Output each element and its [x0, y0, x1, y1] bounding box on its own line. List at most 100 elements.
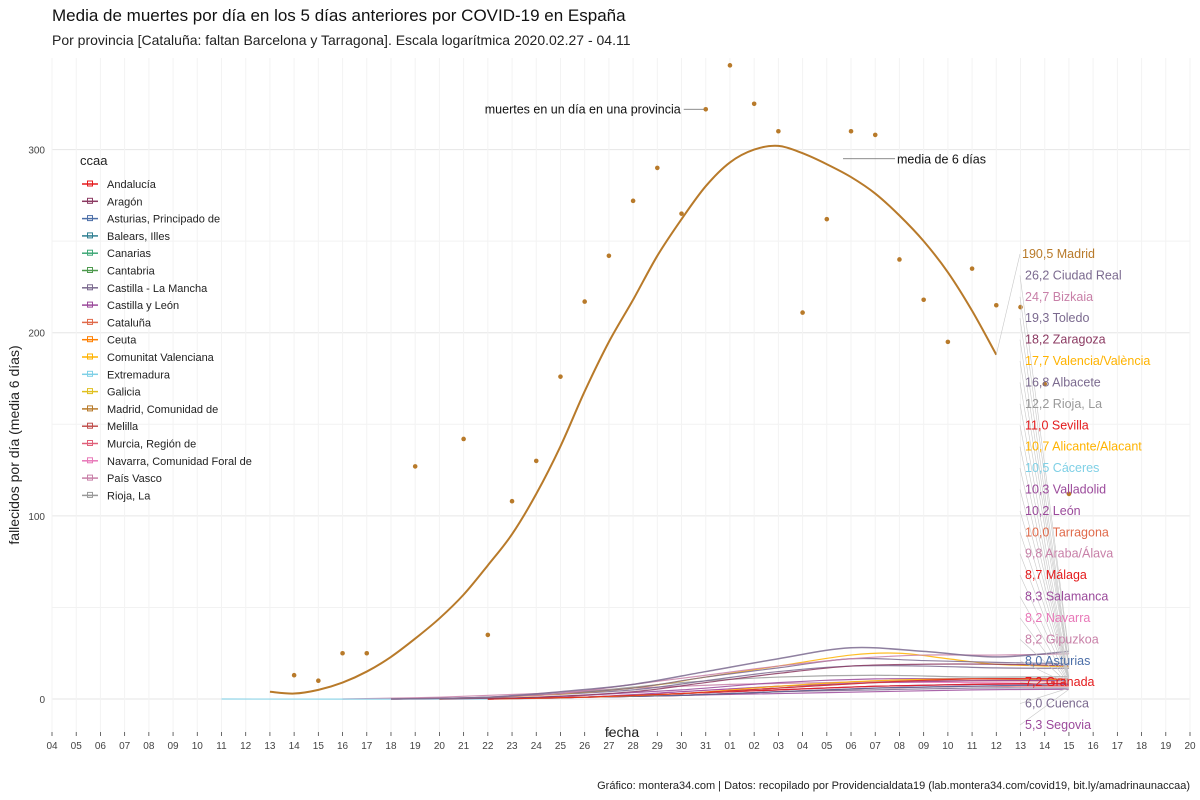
madrid-point [679, 211, 684, 216]
legend-title: ccaa [80, 153, 108, 168]
x-tick-label: 09 [168, 741, 180, 752]
end-label: 8,3 Salamanca [1025, 590, 1108, 604]
end-label-leader [1019, 532, 1070, 681]
end-label-leader [1019, 689, 1070, 726]
legend-item: Aragón [107, 196, 142, 208]
end-labels: 190,5 Madrid 26,2 Ciudad Real 24,7 Bizkaia… [1022, 247, 1150, 732]
legend-key-marker [87, 215, 93, 222]
madrid-point [921, 297, 926, 303]
x-tick-label: 05 [821, 741, 833, 752]
gridlines [51, 58, 1191, 732]
end-label-leader [1019, 382, 1070, 669]
legend-item: Murcia, Región de [107, 439, 196, 451]
x-tick-label: 13 [264, 741, 276, 752]
x-tick-label: 07 [870, 741, 882, 752]
legend-item: Canarias [107, 248, 152, 260]
x-tick-label: 04 [46, 741, 58, 752]
x-tick-label: 20 [434, 741, 446, 752]
legend-item: Cantabria [107, 266, 156, 278]
end-label-leader [1019, 468, 1070, 680]
end-label-leader [1019, 425, 1070, 679]
madrid-point [509, 498, 515, 504]
x-tick-label: 19 [410, 741, 422, 752]
legend-item: Extremadura [107, 369, 171, 381]
end-label: 26,2 Ciudad Real [1025, 268, 1122, 282]
madrid-point [291, 672, 297, 678]
madrid-point [1042, 381, 1048, 387]
madrid-point [412, 464, 418, 469]
end-label-leader [1019, 318, 1070, 664]
end-label-leader [1019, 489, 1070, 681]
end-label: 6,0 Cuenca [1025, 697, 1089, 711]
y-tick-label: 100 [28, 512, 45, 523]
series-line-sevilla [487, 678, 1069, 700]
x-tick-label: 15 [313, 741, 325, 752]
madrid-point [703, 106, 709, 112]
legend-key-marker [87, 284, 93, 291]
end-label: 7,2 Granada [1025, 675, 1095, 689]
x-tick-label: 11 [967, 741, 978, 752]
x-tick-label: 14 [289, 741, 301, 752]
x-tick-label: 09 [918, 741, 930, 752]
end-label: 8,2 Navarra [1025, 611, 1090, 625]
x-tick-label: 31 [700, 741, 712, 752]
legend-key-marker [87, 232, 93, 239]
x-tick-label: 29 [652, 741, 664, 752]
end-label: 8,2 Gipuzkoa [1025, 632, 1099, 646]
madrid-point [316, 678, 321, 684]
legend-item: Galicia [107, 387, 142, 399]
legend-item: Navarra, Comunidad Foral de [107, 456, 252, 468]
end-label-leader [1019, 553, 1070, 682]
legend-item: Ceuta [107, 335, 137, 347]
end-label-leader [1019, 660, 1070, 685]
legend-key-marker [87, 370, 93, 377]
x-tick-label: 17 [1112, 741, 1124, 752]
end-label: 16,8 Albacete [1025, 375, 1101, 389]
legend-item: País Vasco [107, 473, 162, 485]
x-tick-label: 27 [603, 741, 615, 752]
legend-item: Asturias, Principado de [107, 214, 220, 226]
legend-key-marker [87, 422, 93, 429]
madrid-point [533, 458, 539, 464]
legend-key-marker [87, 474, 93, 481]
legend-item: Andalucía [107, 179, 157, 191]
x-axis-ticks: 04 05 06 07 08 09 10 11 12 13 14 15 16 17 18 19 20 21 22 23… [46, 732, 1196, 752]
legend-key-marker [87, 491, 93, 498]
legend-key-marker [87, 405, 93, 412]
x-tick-label: 13 [1015, 741, 1027, 752]
end-label-leader [1019, 617, 1070, 685]
x-tick-label: 06 [95, 741, 107, 752]
x-tick-label: 06 [845, 741, 857, 752]
x-tick-label: 14 [1039, 741, 1051, 752]
legend-item: Melilla [107, 421, 139, 433]
x-tick-label: 16 [337, 741, 349, 752]
end-label: 11,0 Sevilla [1025, 418, 1089, 432]
series-line-madrid [269, 144, 998, 695]
x-tick-label: 20 [1184, 741, 1196, 752]
end-label-leader [1019, 596, 1070, 684]
annotations: muertes en un día en una provincia media … [485, 102, 986, 166]
chart-caption: Gráfico: montera34.com | Datos: recopila… [597, 780, 1190, 792]
legend-item: Madrid, Comunidad de [107, 404, 218, 416]
end-label: 10,3 Valladolid [1025, 483, 1106, 497]
end-label-leader [1019, 275, 1070, 652]
x-tick-label: 23 [506, 741, 518, 752]
x-tick-label: 02 [749, 741, 761, 752]
end-label-leaders [996, 253, 1070, 726]
legend-key-marker [87, 197, 93, 204]
x-tick-label: 24 [531, 741, 543, 752]
legend-item: Cataluña [107, 317, 152, 329]
x-tick-label: 18 [385, 741, 397, 752]
x-tick-label: 30 [676, 741, 688, 752]
annotation-label: media de 6 días [897, 153, 986, 167]
legend-key-marker [87, 388, 93, 395]
end-label: 8,7 Málaga [1025, 568, 1087, 582]
x-tick-label: 12 [991, 741, 1003, 752]
end-label-leader [1019, 403, 1070, 677]
madrid-point [364, 650, 370, 656]
legend-key-marker [87, 180, 93, 187]
x-tick-label: 03 [773, 741, 785, 752]
legend-item: Balears, Illes [107, 231, 170, 243]
madrid-point [751, 101, 757, 107]
legend: ccaa Andalucía Aragón Asturias, Principado… [80, 153, 252, 502]
